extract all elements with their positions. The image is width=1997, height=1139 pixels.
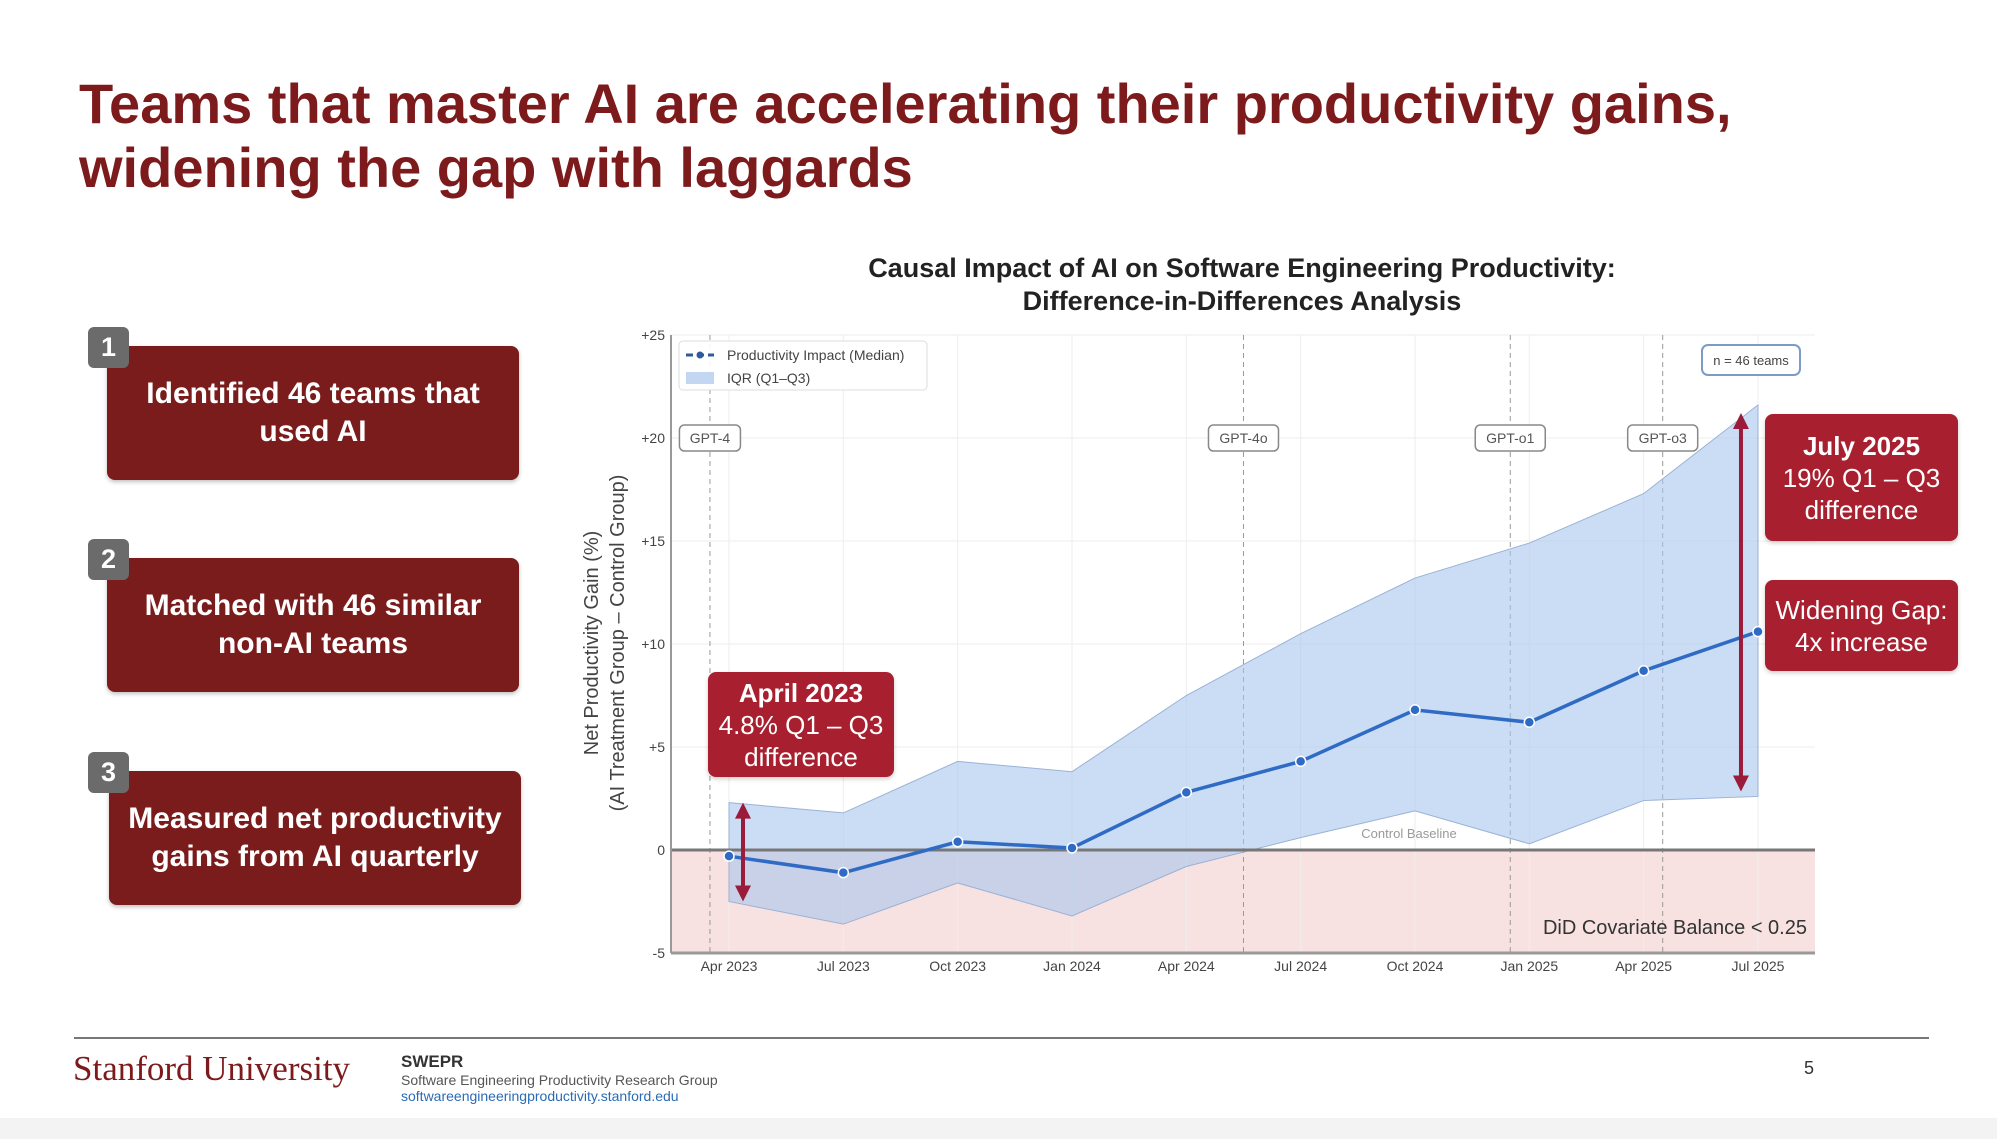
annotation-line: 4x increase <box>1795 626 1928 657</box>
annotation-july-2025: July 2025 19% Q1 – Q3 difference <box>1765 414 1958 541</box>
x-tick-label: Jan 2024 <box>1043 958 1101 974</box>
baseline-label: Control Baseline <box>1361 826 1456 841</box>
annotation-widening-gap: Widening Gap: 4x increase <box>1765 580 1958 671</box>
y-tick-label: +20 <box>641 430 665 446</box>
annotation-line: difference <box>744 741 858 772</box>
y-tick-label: +5 <box>649 739 665 755</box>
sample-note-box <box>1701 344 1801 376</box>
y-tick-label: -5 <box>653 945 666 961</box>
legend-iqr-label: IQR (Q1–Q3) <box>727 370 810 386</box>
legend-box <box>678 340 928 391</box>
event-label-box <box>1207 424 1280 452</box>
page-number: 5 <box>1804 1058 1815 1078</box>
x-tick-label: Apr 2025 <box>1615 958 1672 974</box>
y-tick-label: +15 <box>641 533 665 549</box>
median-point <box>1752 625 1764 638</box>
x-tick-label: Jul 2025 <box>1732 958 1785 974</box>
annotation-april-2023: April 2023 4.8% Q1 – Q3 difference <box>708 672 894 777</box>
median-point <box>1180 786 1193 799</box>
stanford-logo: Stanford University <box>73 1049 351 1088</box>
event-label: GPT-o1 <box>1486 430 1534 446</box>
annotation-line: Widening Gap: <box>1775 594 1948 625</box>
median-point <box>1066 842 1078 854</box>
y-tick-label: +25 <box>641 327 665 343</box>
median-point <box>1409 704 1421 716</box>
y-axis-label: Net Productivity Gain (%) <box>581 531 603 756</box>
step-badge-3: 3 <box>88 752 129 793</box>
annotation-line: 19% Q1 – Q3 <box>1782 462 1941 493</box>
chart-title: Causal Impact of AI on Software Engineer… <box>742 252 1742 318</box>
step-badge-1: 1 <box>88 327 129 368</box>
event-label-box <box>678 424 742 452</box>
y-tick-label: +10 <box>641 636 665 652</box>
legend-iqr-swatch <box>686 372 714 384</box>
annotation-line: difference <box>1804 494 1919 525</box>
event-label-box <box>1626 424 1699 452</box>
x-tick-label: Oct 2024 <box>1387 958 1444 974</box>
iqr-arrow-end-head-top <box>1732 413 1749 430</box>
footer-divider <box>74 1037 1929 1039</box>
legend-median-marker <box>696 351 704 359</box>
group-short-name: SWEPR <box>401 1052 464 1071</box>
median-point <box>723 850 735 862</box>
median-line <box>728 629 1759 875</box>
iqr-arrow-start-head-bottom <box>735 885 751 902</box>
x-tick-label: Jul 2024 <box>1274 958 1327 974</box>
group-url-link[interactable]: softwareengineeringproductivity.stanford… <box>401 1088 679 1104</box>
x-tick-label: Apr 2024 <box>1158 958 1215 974</box>
event-label-box <box>1474 424 1547 452</box>
y-axis-label-2: (AI Treatment Group – Control Group) <box>607 475 629 812</box>
x-tick-label: Jan 2025 <box>1501 958 1559 974</box>
iqr-band <box>728 404 1759 925</box>
step-text: Matched with 46 similar non-AI teams <box>144 589 482 660</box>
event-label: GPT-4o <box>1219 430 1267 446</box>
median-point <box>837 866 850 879</box>
chart-title-line2: Difference-in-Differences Analysis <box>1022 286 1462 316</box>
step-card-3: Measured net productivity gains from AI … <box>109 771 521 905</box>
x-tick-label: Jul 2023 <box>817 958 870 974</box>
step-text: Measured net productivity gains from AI … <box>128 802 502 873</box>
event-label: GPT-4 <box>690 430 731 446</box>
median-point <box>951 836 964 848</box>
median-point <box>1523 716 1536 729</box>
slide-title-line1: Teams that master AI are accelerating th… <box>79 72 1732 135</box>
step-card-2: Matched with 46 similar non-AI teams <box>107 558 519 692</box>
y-tick-label: 0 <box>657 842 665 858</box>
slide-title-line2: widening the gap with laggards <box>79 136 913 199</box>
annotation-title: April 2023 <box>738 677 864 708</box>
x-tick-label: Apr 2023 <box>701 958 758 974</box>
iqr-arrow-end-head-bottom <box>1732 775 1749 792</box>
x-tick-label: Oct 2023 <box>929 958 986 974</box>
bottom-strip <box>0 1118 1997 1139</box>
iqr-arrow-start-head-top <box>735 802 751 819</box>
group-name: Software Engineering Productivity Resear… <box>401 1072 718 1088</box>
event-label: GPT-o3 <box>1639 430 1687 446</box>
chart-title-line1: Causal Impact of AI on Software Engineer… <box>868 253 1616 283</box>
median-point <box>1637 665 1650 677</box>
balance-note: DiD Covariate Balance < 0.25 <box>1543 917 1807 939</box>
sample-note: n = 46 teams <box>1713 353 1789 368</box>
step-text: Identified 46 teams that used AI <box>146 377 480 448</box>
legend-median-label: Productivity Impact (Median) <box>727 347 904 363</box>
median-point <box>1294 755 1307 768</box>
annotation-title: July 2025 <box>1802 430 1921 461</box>
step-badge-2: 2 <box>88 539 129 580</box>
annotation-line: 4.8% Q1 – Q3 <box>718 709 884 740</box>
step-card-1: Identified 46 teams that used AI <box>107 346 519 480</box>
slide-title: Teams that master AI are accelerating th… <box>79 72 1879 200</box>
